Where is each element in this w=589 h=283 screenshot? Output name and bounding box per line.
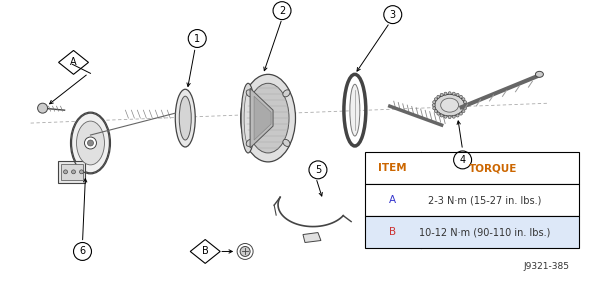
Circle shape <box>462 110 465 113</box>
Bar <box>365 216 580 248</box>
Ellipse shape <box>350 84 360 136</box>
Ellipse shape <box>441 98 459 112</box>
Circle shape <box>464 100 466 104</box>
Ellipse shape <box>176 89 195 147</box>
Text: 6: 6 <box>80 246 85 256</box>
Bar <box>365 184 580 216</box>
Bar <box>61 164 82 180</box>
Text: 3: 3 <box>390 10 396 20</box>
Text: B: B <box>389 227 396 237</box>
Ellipse shape <box>247 83 289 153</box>
Text: A: A <box>70 57 77 67</box>
Polygon shape <box>254 96 271 140</box>
Circle shape <box>448 92 451 95</box>
Circle shape <box>464 104 467 107</box>
Circle shape <box>452 92 455 95</box>
Circle shape <box>448 116 451 119</box>
Circle shape <box>437 112 440 115</box>
Ellipse shape <box>241 74 296 162</box>
Circle shape <box>38 103 48 113</box>
Circle shape <box>444 92 447 95</box>
Ellipse shape <box>179 96 191 140</box>
Circle shape <box>432 104 435 107</box>
Circle shape <box>64 170 68 174</box>
Circle shape <box>434 110 437 113</box>
Text: 5: 5 <box>315 165 321 175</box>
Circle shape <box>434 98 437 101</box>
Text: 10-12 N·m (90-110 in. lbs.): 10-12 N·m (90-110 in. lbs.) <box>419 227 551 237</box>
Ellipse shape <box>77 121 104 165</box>
Circle shape <box>437 95 440 98</box>
Text: 4: 4 <box>459 155 466 165</box>
Ellipse shape <box>241 83 255 153</box>
Text: J9321-385: J9321-385 <box>524 262 570 271</box>
Text: ITEM: ITEM <box>378 163 407 173</box>
Ellipse shape <box>435 94 465 116</box>
Circle shape <box>456 93 459 96</box>
Ellipse shape <box>246 90 253 97</box>
Ellipse shape <box>246 139 253 146</box>
Circle shape <box>440 114 443 117</box>
Circle shape <box>452 115 455 118</box>
Circle shape <box>71 170 75 174</box>
Text: 1: 1 <box>194 33 200 44</box>
Ellipse shape <box>283 90 290 97</box>
Circle shape <box>459 95 462 98</box>
Circle shape <box>464 107 466 110</box>
Circle shape <box>456 114 459 117</box>
Bar <box>58 161 85 183</box>
Circle shape <box>433 107 436 110</box>
Text: A: A <box>389 195 396 205</box>
Circle shape <box>433 100 436 104</box>
Bar <box>365 152 580 184</box>
Circle shape <box>462 98 465 101</box>
Circle shape <box>240 246 250 256</box>
Text: B: B <box>202 246 209 256</box>
Circle shape <box>80 170 84 174</box>
Ellipse shape <box>244 92 252 144</box>
Ellipse shape <box>283 139 290 146</box>
Text: 2-3 N·m (15-27 in. lbs.): 2-3 N·m (15-27 in. lbs.) <box>428 195 542 205</box>
Ellipse shape <box>535 71 544 77</box>
Circle shape <box>84 137 97 149</box>
Polygon shape <box>303 233 321 243</box>
Text: 2: 2 <box>279 6 285 16</box>
Polygon shape <box>250 88 273 148</box>
Ellipse shape <box>71 113 110 173</box>
Circle shape <box>444 115 447 118</box>
Text: TORQUE: TORQUE <box>469 163 518 173</box>
Circle shape <box>88 140 94 146</box>
Circle shape <box>459 112 462 115</box>
Circle shape <box>440 93 443 96</box>
